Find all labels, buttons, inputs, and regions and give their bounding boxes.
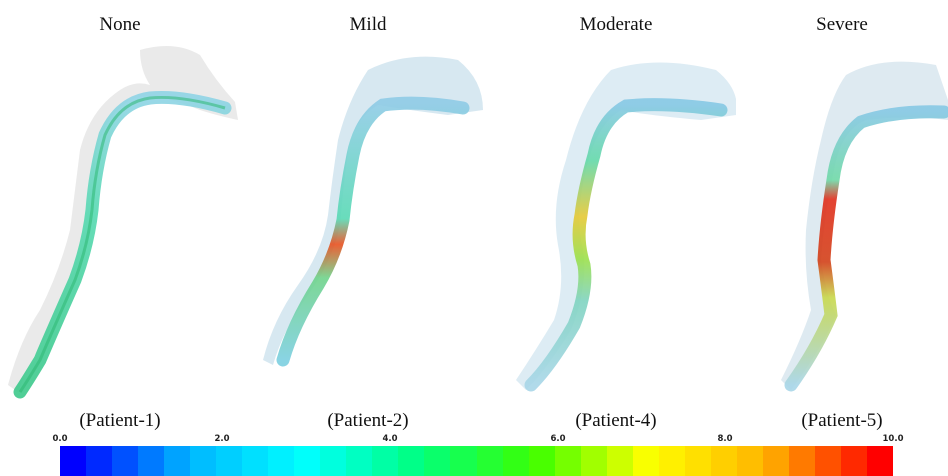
colorbar-segment bbox=[658, 446, 685, 476]
colorbar-tick-label: 10.0 bbox=[882, 434, 904, 444]
airway-visualization bbox=[516, 62, 736, 392]
airway-flow bbox=[13, 90, 232, 399]
colorbar-segment bbox=[580, 446, 607, 476]
colorbar-segment bbox=[86, 446, 113, 476]
colorbar-segment bbox=[164, 446, 191, 476]
colorbar-tick-label: 4.0 bbox=[382, 434, 398, 444]
colorbar-segment bbox=[762, 446, 789, 476]
colorbar-segment bbox=[632, 446, 659, 476]
panel-title: Mild bbox=[349, 14, 387, 35]
colorbar-segment bbox=[346, 446, 373, 476]
colorbar-segment bbox=[190, 446, 217, 476]
colorbar-segment bbox=[684, 446, 711, 476]
colorbar-segment bbox=[294, 446, 321, 476]
colorbar-tick-label: 2.0 bbox=[214, 434, 230, 444]
colorbar-tick-label: 0.0 bbox=[52, 434, 68, 444]
airway-visualization bbox=[8, 46, 238, 399]
colorbar-segment bbox=[554, 446, 581, 476]
colorbar-segment bbox=[268, 446, 295, 476]
panel-caption: (Patient-5) bbox=[801, 410, 883, 431]
colorbar-segment bbox=[372, 446, 399, 476]
colorbar-segment bbox=[424, 446, 451, 476]
panel-caption: (Patient-2) bbox=[327, 410, 409, 431]
airway-visualization bbox=[781, 61, 948, 392]
panel-mild: Mild (Patient-2) bbox=[248, 0, 488, 440]
airway-shell bbox=[263, 56, 483, 366]
colorbar-tick-label: 8.0 bbox=[717, 434, 733, 444]
colorbar-segment bbox=[112, 446, 139, 476]
airway-visualization bbox=[263, 56, 483, 367]
colorbar-segment bbox=[138, 446, 165, 476]
colorbar-tick-label: 6.0 bbox=[550, 434, 566, 444]
airway-flow bbox=[276, 96, 470, 367]
colorbar-segment bbox=[814, 446, 841, 476]
panel-title: Severe bbox=[816, 14, 868, 35]
airway-shell bbox=[8, 46, 238, 392]
airway-flow bbox=[524, 98, 728, 392]
colorbar-segment bbox=[866, 446, 893, 476]
airway-shell bbox=[516, 62, 736, 390]
panel-none: None (Patient-1) bbox=[0, 0, 240, 440]
colorbar-segment bbox=[476, 446, 503, 476]
airway-flow bbox=[784, 105, 948, 392]
colorbar-segment bbox=[502, 446, 529, 476]
colorbar-segment bbox=[398, 446, 425, 476]
colorbar bbox=[60, 446, 893, 476]
panel-severe: Severe (Patient-5) bbox=[736, 0, 948, 440]
colorbar-segment bbox=[216, 446, 243, 476]
colorbar-legend: 0.0 2.0 4.0 6.0 8.0 10.0 bbox=[0, 430, 948, 476]
colorbar-segment bbox=[736, 446, 763, 476]
colorbar-segment bbox=[788, 446, 815, 476]
colorbar-segment bbox=[840, 446, 867, 476]
colorbar-segment bbox=[60, 446, 87, 476]
panel-caption: (Patient-4) bbox=[575, 410, 657, 431]
colorbar-segment bbox=[450, 446, 477, 476]
panel-caption: (Patient-1) bbox=[79, 410, 161, 431]
panel-title: Moderate bbox=[579, 14, 653, 35]
colorbar-segment bbox=[242, 446, 269, 476]
colorbar-segment bbox=[710, 446, 737, 476]
colorbar-segment bbox=[528, 446, 555, 476]
colorbar-segment bbox=[606, 446, 633, 476]
panel-moderate: Moderate (Patient-4) bbox=[496, 0, 736, 440]
panel-title: None bbox=[99, 14, 141, 35]
airway-shell bbox=[781, 61, 948, 391]
colorbar-segment bbox=[320, 446, 347, 476]
